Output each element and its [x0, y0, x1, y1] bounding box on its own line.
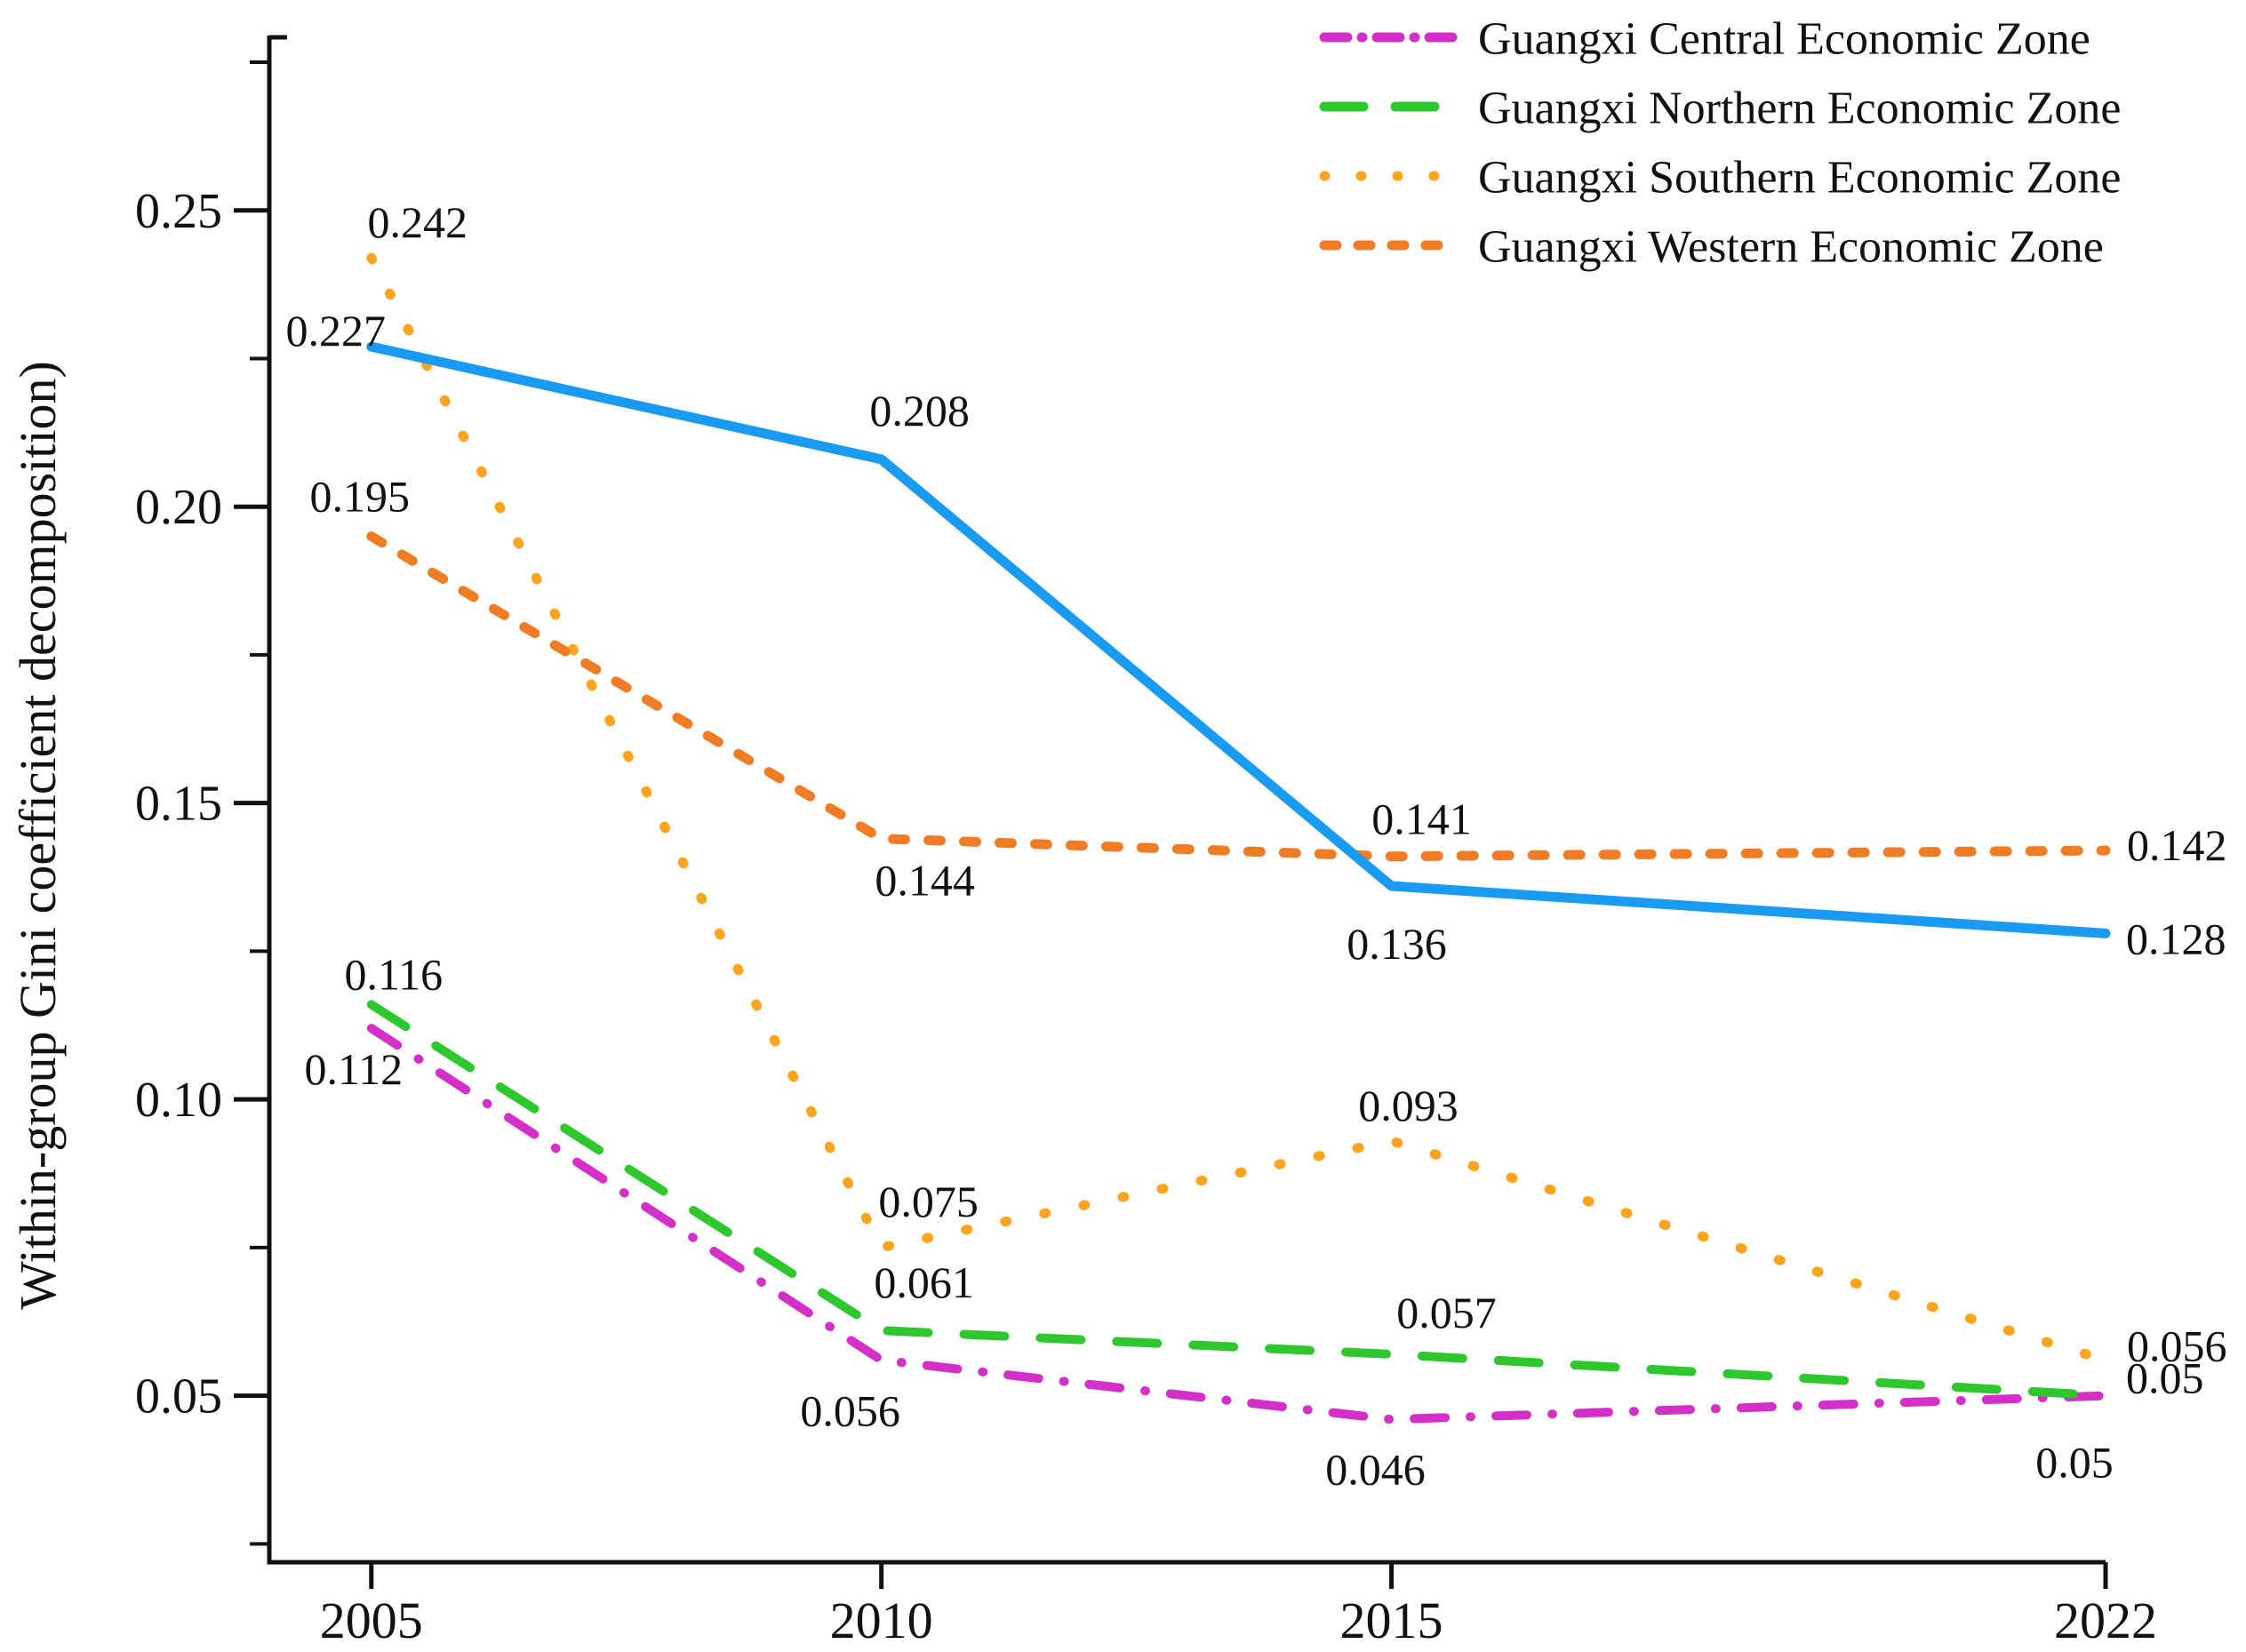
- y-axis-tick-label: 0.15: [135, 777, 222, 832]
- legend-label-central: Guangxi Central Economic Zone: [1478, 14, 2090, 65]
- axes-frame: [267, 36, 2106, 1565]
- data-label-central-2015: 0.046: [1325, 1444, 1426, 1494]
- data-label-western-2022: 0.142: [2127, 820, 2227, 870]
- data-label-central-2005: 0.112: [304, 1044, 403, 1094]
- data-label-northern-2005: 0.116: [344, 949, 443, 999]
- legend-label-northern: Guangxi Northern Economic Zone: [1478, 84, 2121, 134]
- y-axis-tick-label: 0.20: [135, 480, 222, 535]
- series-line-central: [366, 1024, 2110, 1425]
- data-label-blue-solid-2010: 0.208: [869, 386, 970, 435]
- x-axis-tick-label: 2010: [830, 1592, 933, 1649]
- data-label-northern-2015: 0.057: [1396, 1288, 1497, 1337]
- data-label-southern-2005: 0.242: [368, 197, 468, 247]
- data-label-western-2015: 0.141: [1371, 794, 1472, 844]
- data-label-central-2022: 0.05: [2035, 1438, 2114, 1488]
- x-axis-tick-label: 2022: [2054, 1592, 2157, 1649]
- series-line-blue-solid: [366, 341, 2111, 938]
- data-label-blue-solid-2022: 0.128: [2126, 914, 2226, 963]
- series-line-northern: [366, 1000, 2110, 1401]
- data-label-blue-solid-2005: 0.227: [286, 306, 387, 355]
- legend-label-western: Guangxi Western Economic Zone: [1478, 222, 2104, 273]
- series-line-western: [366, 531, 2111, 862]
- data-label-northern-2010: 0.061: [874, 1257, 974, 1307]
- y-axis-tick-label: 0.10: [135, 1073, 222, 1128]
- x-axis-tick-label: 2005: [320, 1592, 423, 1649]
- data-label-southern-2010: 0.075: [878, 1177, 979, 1226]
- y-axis-tick-label: 0.05: [135, 1369, 222, 1425]
- data-label-southern-2022: 0.056: [2127, 1321, 2227, 1371]
- data-label-southern-2015: 0.093: [1358, 1081, 1459, 1130]
- series-line-southern: [366, 252, 2111, 1366]
- data-label-blue-solid-2015: 0.136: [1347, 919, 1447, 969]
- y-axis-title: Within-group Gini coefficient decomposit…: [9, 361, 67, 1310]
- data-label-northern-2022: 0.05: [2126, 1353, 2204, 1403]
- x-axis-tick-label: 2015: [1340, 1592, 1443, 1649]
- y-axis-tick-label: 0.25: [135, 184, 222, 239]
- data-label-western-2005: 0.195: [310, 472, 411, 522]
- data-label-central-2010: 0.056: [800, 1386, 900, 1436]
- data-label-western-2010: 0.144: [875, 856, 975, 906]
- legend-label-southern: Guangxi Southern Economic Zone: [1478, 153, 2122, 204]
